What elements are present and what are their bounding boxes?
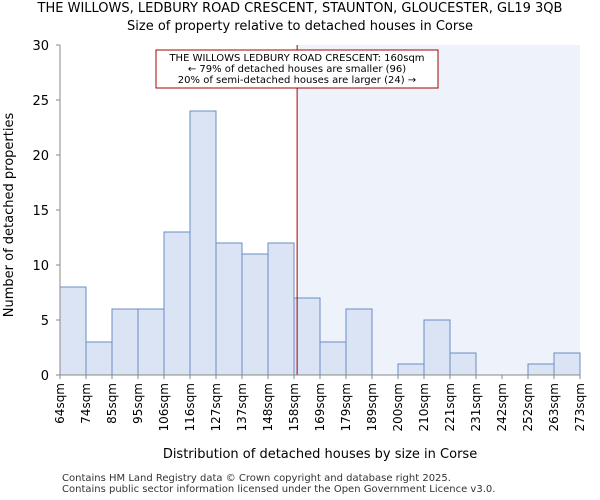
bar-158sqm (293, 297, 321, 376)
x-tick-label: 169sqm (313, 383, 327, 431)
footer-copyright: Contains HM Land Registry data © Crown c… (62, 473, 451, 484)
x-tick-label: 106sqm (157, 383, 171, 431)
y-tick-label: 10 (32, 259, 49, 274)
bar-179sqm (345, 308, 373, 376)
annotation-line-1: THE WILLOWS LEDBURY ROAD CRESCENT: 160sq… (168, 53, 424, 64)
x-tick-label: 200sqm (391, 383, 405, 431)
annotation-line-3: 20% of semi-detached houses are larger (… (178, 75, 416, 86)
bar-221sqm (449, 352, 477, 376)
x-tick-label: 127sqm (209, 383, 223, 431)
bar-169sqm (319, 341, 347, 376)
annotation-box: THE WILLOWS LEDBURY ROAD CRESCENT: 160sq… (155, 49, 439, 89)
histogram-chart: 0 5 10 15 20 25 30 64sqm 74sqm 85sqm 95sqm 106sqm 1… (2, 39, 587, 462)
x-tick-label: 252sqm (521, 383, 535, 431)
bar-95sqm (137, 308, 165, 376)
bar-116sqm (189, 110, 217, 376)
bar-85sqm (111, 308, 139, 376)
y-tick-label: 20 (32, 149, 49, 164)
x-tick-label: 95sqm (131, 383, 145, 424)
x-tick-label: 148sqm (261, 383, 275, 431)
x-tick-label: 85sqm (105, 383, 119, 424)
annotation-line-2: ← 79% of detached houses are smaller (96… (188, 64, 406, 75)
bar-200sqm (397, 363, 425, 376)
x-tick-label: 242sqm (495, 383, 509, 431)
y-tick-label: 15 (32, 204, 49, 219)
bar-263sqm (553, 352, 581, 376)
x-tick-label: 116sqm (183, 383, 197, 431)
bar-106sqm (163, 231, 191, 376)
x-tick-label: 273sqm (573, 383, 587, 431)
x-tick-label: 137sqm (235, 383, 249, 431)
bar-252sqm (527, 363, 555, 376)
chart-title: THE WILLOWS, LEDBURY ROAD CRESCENT, STAU… (37, 1, 563, 16)
x-tick-label: 210sqm (417, 383, 431, 431)
x-tick-label: 221sqm (443, 383, 457, 431)
x-tick-label: 189sqm (365, 383, 379, 431)
x-tick-label: 231sqm (469, 383, 483, 431)
x-tick-label: 158sqm (287, 383, 301, 431)
x-tick-label: 64sqm (53, 383, 67, 424)
y-axis-label: Number of detached properties (2, 113, 17, 318)
x-tick-label: 74sqm (79, 383, 93, 424)
y-tick-label: 25 (32, 94, 49, 109)
x-tick-label: 263sqm (547, 383, 561, 431)
y-tick-label: 0 (41, 369, 49, 384)
bar-74sqm (85, 341, 113, 376)
chart-subtitle: Size of property relative to detached ho… (127, 19, 473, 34)
footer-licence: Contains public sector information licen… (62, 484, 496, 495)
bar-137sqm (241, 253, 269, 376)
bar-210sqm (423, 319, 451, 376)
bar-127sqm (215, 242, 243, 376)
bar-64sqm (59, 286, 87, 376)
x-tick-label: 179sqm (339, 383, 353, 431)
bar-148sqm (267, 242, 295, 376)
y-tick-label: 5 (41, 314, 49, 329)
y-tick-label: 30 (32, 39, 49, 54)
x-axis-label: Distribution of detached houses by size … (163, 447, 477, 462)
